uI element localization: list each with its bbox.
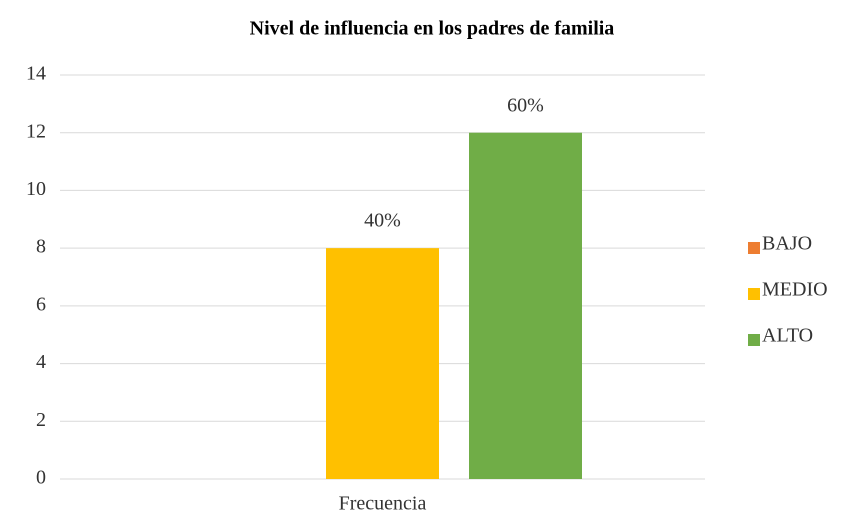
y-tick-label: 12 [26,120,46,142]
y-tick-label: 14 [26,63,46,85]
data-label: 40% [364,210,401,232]
legend-label: BAJO [762,233,812,255]
bar [469,132,582,479]
data-label: 60% [507,94,544,116]
y-tick-label: 8 [36,236,46,258]
y-tick-label: 10 [26,178,46,200]
x-tick-label: Frecuencia [339,493,427,515]
chart-title: Nivel de influencia en los padres de fam… [250,18,615,40]
legend-swatch [748,288,760,300]
y-tick-label: 6 [36,293,46,315]
y-tick-label: 2 [36,409,46,431]
y-tick-label: 0 [36,467,46,489]
legend-swatch [748,242,760,254]
y-tick-label: 4 [36,351,46,373]
bar [326,248,439,479]
legend-label: ALTO [762,325,813,347]
legend-swatch [748,334,760,346]
legend-label: MEDIO [762,279,828,301]
